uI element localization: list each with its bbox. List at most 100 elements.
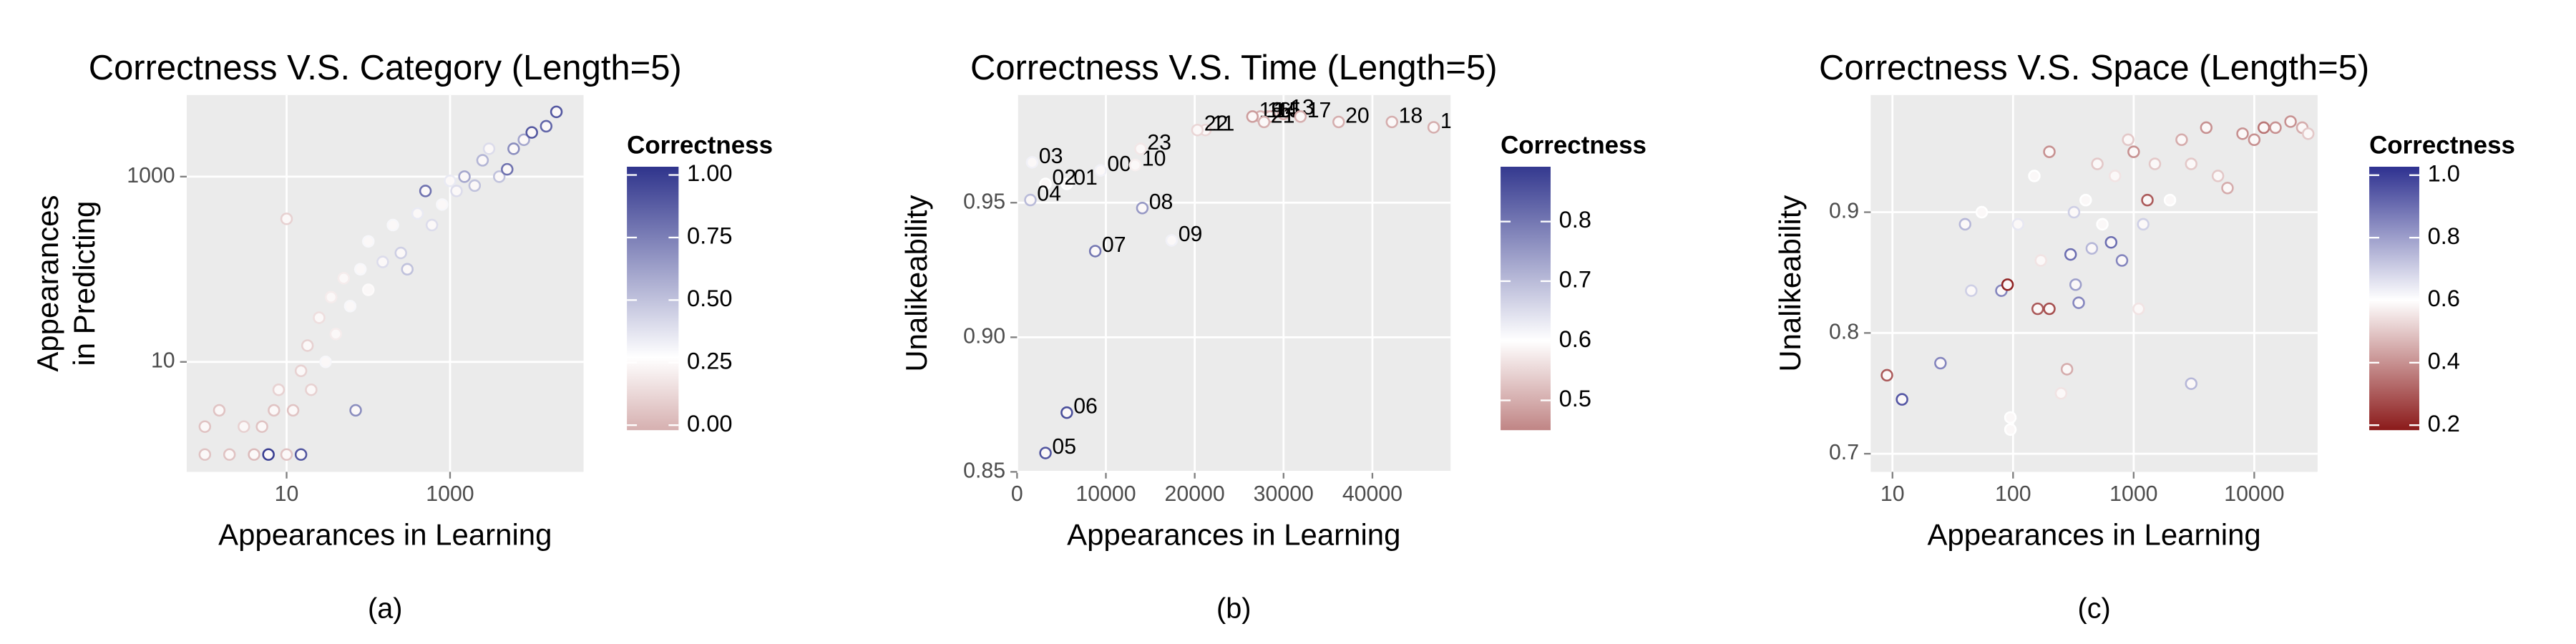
point — [501, 162, 514, 176]
y-tick-label: 0.9 — [1829, 200, 1859, 223]
point — [1039, 177, 1052, 190]
point — [2108, 170, 2122, 182]
point — [2221, 182, 2234, 195]
point — [2001, 278, 2014, 291]
point-label: 12 — [1440, 109, 1465, 133]
point-label: 18 — [1399, 104, 1423, 127]
point-label: 05 — [1052, 435, 1076, 459]
point — [313, 311, 326, 324]
point-label: 23 — [1147, 131, 1171, 155]
point — [425, 218, 439, 232]
x-tick-label: 10 — [275, 482, 299, 506]
point — [262, 448, 275, 461]
point — [2104, 235, 2118, 249]
point — [2284, 115, 2297, 128]
x-tick-label: 20000 — [1165, 482, 1225, 506]
point — [1088, 245, 1102, 258]
point — [525, 126, 538, 139]
point — [198, 448, 212, 461]
point-label: 08 — [1149, 190, 1174, 214]
point — [1039, 447, 1052, 459]
point — [2132, 302, 2145, 316]
colorbar-label: 0.75 — [687, 223, 732, 249]
point — [337, 272, 351, 285]
point-label: 09 — [1179, 223, 1203, 246]
colorbar-label: 0.5 — [1559, 385, 1591, 411]
x-axis-title: Appearances in Learning — [1067, 517, 1400, 551]
point — [2269, 121, 2282, 135]
point — [386, 218, 399, 232]
colorbar-label: 0.50 — [687, 285, 732, 311]
colorbar — [627, 167, 679, 431]
y-axis-title: Appearances — [31, 195, 64, 372]
x-axis-title: Appearances in Learning — [218, 517, 552, 551]
point — [2141, 193, 2154, 207]
caption: (a) — [368, 592, 402, 624]
point — [517, 133, 530, 147]
point — [419, 185, 432, 197]
point — [2185, 157, 2197, 170]
point — [2085, 242, 2099, 255]
y-tick-label: 10 — [151, 349, 175, 373]
point — [1246, 110, 1259, 123]
point — [1191, 123, 1204, 137]
x-tick-label: 10 — [1880, 482, 1905, 506]
point — [280, 213, 293, 225]
point — [301, 339, 314, 352]
point — [353, 263, 367, 276]
y-tick-label: 0.8 — [1829, 320, 1859, 343]
point-label: 16 — [1267, 99, 1292, 122]
point — [198, 420, 212, 433]
point — [2011, 218, 2025, 231]
point-label: 17 — [1307, 99, 1332, 122]
point — [1165, 234, 1179, 247]
point — [507, 142, 520, 155]
colorbar-label: 0.6 — [1559, 326, 1591, 352]
point — [482, 142, 496, 155]
colorbar-label: 1.0 — [2428, 160, 2460, 186]
colorbar-label: 0.2 — [2428, 410, 2460, 436]
point — [2067, 205, 2081, 219]
point — [2175, 133, 2188, 147]
point — [436, 198, 449, 211]
colorbar — [1501, 167, 1551, 431]
point — [1025, 156, 1039, 169]
point — [272, 383, 286, 396]
point — [1094, 164, 1107, 177]
point — [550, 105, 563, 119]
point — [2028, 170, 2041, 182]
point — [294, 364, 308, 378]
y-tick-label: 1000 — [127, 164, 175, 187]
point — [1134, 142, 1147, 155]
point — [2127, 145, 2140, 158]
point — [2043, 302, 2056, 316]
point — [2185, 377, 2197, 390]
point — [329, 328, 343, 341]
point-label: 02 — [1052, 166, 1076, 190]
point-label: 07 — [1102, 233, 1126, 257]
y-axis-title: Unalikeability — [899, 195, 933, 372]
chart-title: Correctness V.S. Space (Length=5) — [1819, 49, 2369, 87]
point — [305, 383, 318, 396]
point — [411, 207, 424, 220]
point — [444, 175, 457, 187]
point — [294, 448, 308, 461]
point — [376, 255, 389, 268]
point — [1332, 115, 1345, 129]
x-tick-label: 10000 — [2224, 482, 2284, 506]
point — [2137, 218, 2150, 231]
point — [1257, 115, 1271, 129]
colorbar-label: 0.8 — [2428, 223, 2460, 249]
point — [1385, 115, 1398, 129]
point — [1024, 193, 1037, 207]
x-tick-label: 0 — [1011, 482, 1023, 506]
point — [2200, 121, 2213, 135]
point — [280, 448, 293, 461]
point — [1136, 202, 1149, 215]
point — [238, 420, 250, 433]
point — [2034, 254, 2047, 267]
colorbar — [2369, 167, 2419, 431]
colorbar-label: 0.8 — [1559, 206, 1591, 233]
